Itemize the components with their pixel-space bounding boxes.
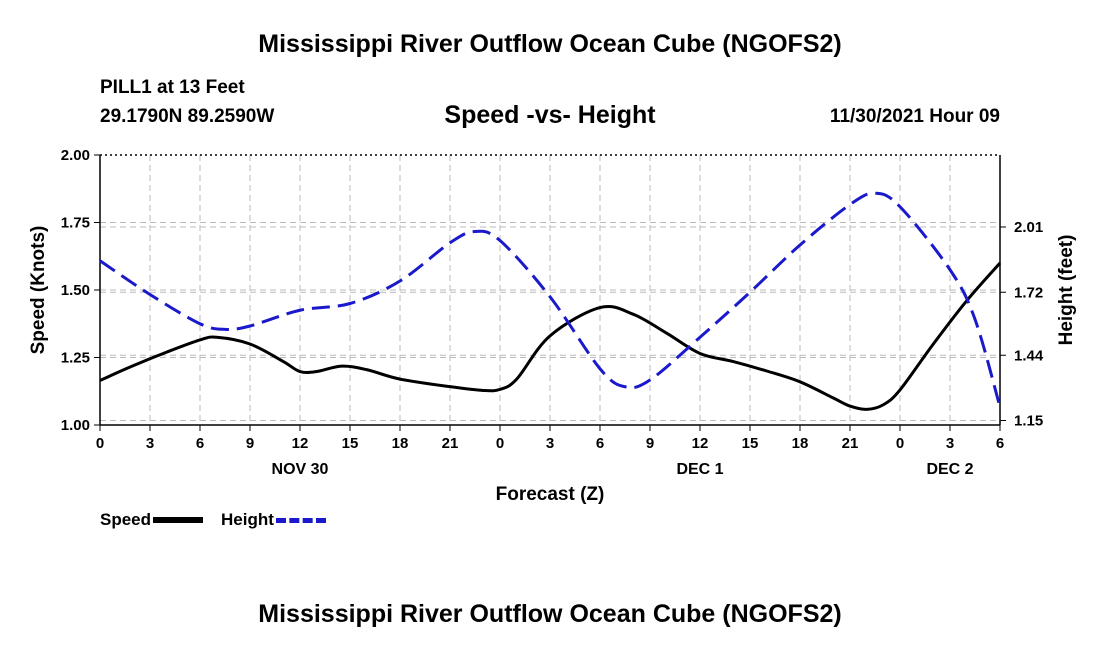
x-tick-label: 6 [996, 435, 1004, 452]
grid-layer [100, 155, 1000, 425]
x-tick-label: 21 [442, 435, 459, 452]
y-tick-label: 1.00 [61, 417, 90, 434]
y-tick-label: 1.25 [61, 350, 90, 367]
x-tick-label: 6 [596, 435, 604, 452]
x-tick-label: 21 [842, 435, 859, 452]
x-date-label: NOV 30 [272, 461, 329, 478]
x-date-label: DEC 2 [926, 461, 973, 478]
y-axis-title: Speed (Knots) [28, 226, 49, 355]
x-tick-label: 0 [496, 435, 504, 452]
x-tick-label: 9 [646, 435, 654, 452]
legend-label-speed: Speed [100, 510, 152, 529]
y-tick-label: 1.50 [61, 282, 90, 299]
x-tick-label: 15 [742, 435, 759, 452]
legend-swatch-height [275, 517, 326, 523]
chart-main-title: Mississippi River Outflow Ocean Cube (NG… [258, 30, 842, 58]
y2-tick-label: 1.15 [1014, 413, 1043, 430]
chart-subtitle: Speed -vs- Height [444, 101, 656, 129]
y2-axis-title: Height (feet) [1056, 235, 1077, 346]
y-tick-label: 2.00 [61, 147, 90, 164]
axes-layer [94, 154, 1006, 431]
chart-legend: Speed Height [100, 510, 344, 530]
legend-item-speed: Speed [100, 510, 204, 530]
legend-swatch-speed [153, 517, 204, 523]
x-tick-label: 0 [896, 435, 904, 452]
x-tick-label: 3 [546, 435, 554, 452]
x-tick-label: 18 [792, 435, 809, 452]
legend-item-height: Height [221, 510, 326, 530]
labels-layer: 0 3 6 9 12 15 18 21 0 3 6 9 12 15 18 21 0 3 6 NOV 30 DEC 1 DE… [28, 147, 1077, 505]
x-tick-label: 12 [292, 435, 309, 452]
x-tick-label: 9 [246, 435, 254, 452]
legend-label-height: Height [221, 510, 274, 529]
x-tick-label: 0 [96, 435, 104, 452]
series-line-height [99, 191, 1002, 408]
y2-tick-label: 1.44 [1014, 347, 1044, 364]
x-tick-label: 15 [342, 435, 359, 452]
x-axis-title: Forecast (Z) [496, 484, 605, 505]
series-layer [99, 191, 1002, 411]
x-tick-label: 3 [146, 435, 154, 452]
x-tick-label: 18 [392, 435, 409, 452]
chart-footer-title: Mississippi River Outflow Ocean Cube (NG… [258, 600, 842, 628]
y-tick-label: 1.75 [61, 215, 90, 232]
x-tick-label: 3 [946, 435, 954, 452]
y2-tick-label: 1.72 [1014, 284, 1043, 301]
series-line-speed [99, 262, 1002, 411]
station-label: PILL1 at 13 Feet [100, 77, 245, 98]
x-date-label: DEC 1 [676, 461, 723, 478]
station-coordinates: 29.1790N 89.2590W [100, 106, 275, 127]
y2-tick-label: 2.01 [1014, 219, 1043, 236]
x-tick-label: 6 [196, 435, 204, 452]
forecast-timestamp: 11/30/2021 Hour 09 [829, 106, 1000, 127]
x-tick-label: 12 [692, 435, 709, 452]
